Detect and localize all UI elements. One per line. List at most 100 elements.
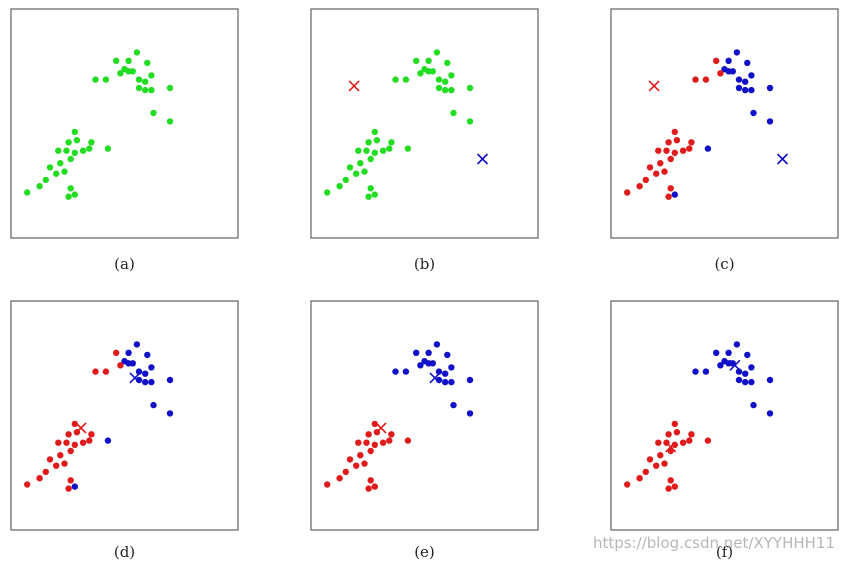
panel-a-point-19 [71, 128, 79, 136]
panel-f-point-11 [742, 370, 749, 377]
panel-a-point-1 [125, 57, 132, 64]
panel-e-point-34 [336, 475, 343, 482]
panel-f-point-13 [735, 376, 743, 384]
panel-d-point-1 [125, 349, 132, 356]
panel-e-frame [310, 300, 539, 531]
panel-b-point-39 [404, 145, 412, 152]
panel-d-point-15 [148, 378, 155, 386]
panel-e-point-16 [466, 376, 474, 384]
panel-e-point-25 [371, 441, 378, 448]
panel-f-point-31 [653, 462, 660, 469]
panel-e-point-32 [346, 456, 354, 463]
panel-b-point-35 [324, 189, 331, 196]
panel-a-point-7 [92, 76, 99, 83]
panel-e-point-0 [413, 349, 420, 356]
panel-f-point-8 [733, 341, 741, 348]
panel-b-point-17 [450, 109, 457, 117]
panel-c-point-19 [671, 128, 678, 136]
panel-d-point-11 [142, 370, 149, 377]
panel-d-point-35 [24, 481, 31, 488]
panel-d-centroid-1-cross-icon [129, 372, 141, 384]
panel-f-point-27 [655, 439, 662, 446]
panel-c-point-7 [692, 76, 699, 83]
panel-e: (e) [310, 300, 539, 561]
panel-a-point-5 [129, 68, 136, 75]
panel-e-point-23 [386, 437, 393, 444]
panel-e-point-26 [363, 439, 370, 446]
panel-a-point-34 [36, 183, 43, 190]
panel-e-point-38 [371, 483, 378, 490]
panel-a-point-37 [65, 193, 72, 200]
panel-f-point-1 [725, 349, 732, 356]
panel-a-point-10 [135, 76, 143, 83]
panel-a-point-23 [86, 145, 93, 152]
panel-e-point-24 [379, 439, 387, 446]
panel-f-marks [624, 341, 774, 492]
panel-a-point-0 [113, 57, 120, 64]
panel-d-point-36 [67, 477, 74, 484]
panel-c-point-18 [766, 118, 774, 125]
panel-e-point-10 [435, 368, 443, 375]
panel-c-point-10 [735, 76, 743, 83]
panel-d-point-5 [129, 360, 136, 367]
panel-f: (f) [610, 300, 839, 561]
panel-f-point-10 [735, 368, 743, 375]
panel-d-point-33 [42, 468, 49, 476]
panel-e-centroid-1-cross-icon [429, 372, 441, 384]
panel-c-point-26 [663, 147, 670, 154]
panel-b-point-15 [448, 86, 455, 94]
panel-a-point-38 [71, 191, 79, 198]
panel-f-point-17 [750, 401, 757, 409]
panel-b-point-1 [425, 57, 432, 64]
panel-e-point-28 [367, 447, 374, 455]
panel-b-centroid-0-cross-icon [348, 80, 360, 92]
panel-c-point-28 [667, 155, 674, 163]
panel-b-point-8 [433, 49, 441, 56]
panel-a-point-13 [135, 84, 143, 92]
panel-e-point-36 [367, 477, 374, 484]
panel-f-point-21 [673, 429, 681, 436]
panel-b-frame [310, 8, 539, 239]
panel-b-point-34 [336, 183, 343, 190]
panel-b-point-21 [373, 137, 381, 144]
panel-d-point-8 [133, 341, 141, 348]
panel-f-point-39 [704, 437, 712, 444]
panel-d-point-9 [144, 351, 151, 359]
panel-a-point-33 [42, 176, 49, 184]
panel-d-point-10 [135, 368, 143, 375]
panel-e-point-1 [425, 349, 432, 356]
panel-e-point-35 [324, 481, 331, 488]
panel-b-caption: (b) [414, 255, 435, 273]
panel-c-point-9 [744, 59, 751, 67]
panel-c-point-11 [742, 78, 749, 85]
panel-e-point-37 [365, 485, 372, 492]
panel-f-point-38 [671, 483, 678, 490]
panel-f-point-0 [713, 349, 720, 356]
panel-a-point-21 [73, 137, 81, 144]
panel-b-point-14 [442, 86, 449, 94]
panel-a-point-18 [166, 118, 174, 125]
panel-d-marks [24, 341, 174, 492]
panel-f-point-35 [624, 481, 631, 488]
panel-c-point-17 [750, 109, 757, 117]
panel-d-point-6 [102, 368, 110, 375]
panel-f-caption: (f) [716, 543, 733, 561]
panel-d-point-25 [71, 441, 79, 448]
panel-f-point-30 [661, 460, 668, 467]
panel-f-point-23 [686, 437, 693, 444]
panel-b-point-6 [402, 76, 410, 83]
panel-e-point-30 [361, 460, 368, 467]
panel-b-centroid-1-cross-icon [476, 153, 489, 165]
panel-b-point-19 [371, 128, 378, 136]
panel-d-point-37 [65, 485, 72, 492]
panel-b-point-36 [367, 185, 374, 192]
panel-d-point-18 [166, 410, 174, 417]
panel-a-point-31 [53, 170, 60, 177]
panel-d-point-34 [36, 475, 43, 482]
panel-a-point-29 [57, 160, 64, 167]
panel-c-point-29 [657, 160, 664, 167]
panel-f-point-15 [748, 378, 755, 386]
panel-c-point-37 [665, 193, 672, 200]
panel-b-point-23 [386, 145, 393, 152]
panel-b-point-25 [371, 149, 378, 156]
